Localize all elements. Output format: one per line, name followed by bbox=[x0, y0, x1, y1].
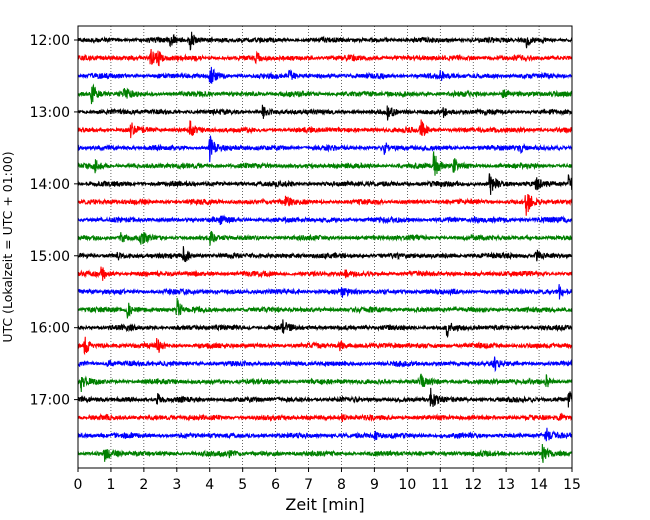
y-axis-label: UTC (Lokalzeit = UTC + 01:00) bbox=[0, 151, 15, 342]
trace-row bbox=[77, 119, 573, 139]
x-tick-label: 14 bbox=[530, 477, 548, 493]
y-tick-label: 14:00 bbox=[30, 177, 70, 193]
trace-row bbox=[77, 135, 573, 163]
trace-row bbox=[77, 427, 573, 442]
trace-rows bbox=[77, 31, 573, 463]
trace-row bbox=[77, 104, 573, 121]
y-tick-label: 17:00 bbox=[30, 393, 70, 409]
trace-row bbox=[77, 297, 573, 319]
trace-row bbox=[77, 83, 573, 105]
x-tick-label: 10 bbox=[398, 477, 416, 493]
y-tick-label: 13:00 bbox=[30, 105, 70, 121]
trace-row bbox=[77, 284, 573, 300]
x-tick-label: 13 bbox=[497, 477, 515, 493]
trace-row bbox=[77, 266, 573, 281]
trace-row bbox=[77, 230, 573, 246]
y-axis-ticks: 12:00 13:00 14:00 15:00 16:00 17:00 bbox=[30, 33, 78, 409]
trace-row bbox=[77, 151, 573, 176]
trace-row bbox=[77, 387, 573, 408]
trace-row bbox=[77, 194, 573, 216]
x-axis-ticks: 0 1 2 3 4 5 6 7 8 9 10 11 12 13 14 15 bbox=[74, 468, 581, 493]
trace-row bbox=[77, 356, 573, 373]
x-tick-label: 4 bbox=[205, 477, 214, 493]
x-tick-label: 7 bbox=[304, 477, 313, 493]
trace-row bbox=[77, 48, 573, 67]
x-tick-label: 3 bbox=[172, 477, 181, 493]
y-tick-label: 16:00 bbox=[30, 321, 70, 337]
y-tick-label: 12:00 bbox=[30, 33, 70, 49]
trace-row bbox=[77, 336, 573, 356]
plot-frame bbox=[77, 25, 573, 469]
x-tick-label: 9 bbox=[370, 477, 379, 493]
x-tick-label: 0 bbox=[74, 477, 83, 493]
x-axis-label: Zeit [min] bbox=[285, 495, 364, 514]
trace-row bbox=[77, 66, 573, 84]
trace-row bbox=[77, 373, 573, 393]
x-tick-label: 15 bbox=[563, 477, 581, 493]
x-tick-label: 2 bbox=[139, 477, 148, 493]
trace-row bbox=[77, 412, 573, 423]
x-tick-label: 8 bbox=[337, 477, 346, 493]
trace-row bbox=[77, 246, 573, 263]
trace-row bbox=[77, 173, 573, 195]
x-tick-label: 5 bbox=[238, 477, 247, 493]
trace-row bbox=[77, 444, 573, 463]
x-tick-label: 1 bbox=[106, 477, 115, 493]
trace-row bbox=[77, 319, 573, 339]
y-tick-label: 15:00 bbox=[30, 249, 70, 265]
x-tick-label: 11 bbox=[431, 477, 449, 493]
trace-row bbox=[77, 31, 573, 51]
x-tick-label: 6 bbox=[271, 477, 280, 493]
trace-row bbox=[77, 214, 573, 225]
x-tick-label: 12 bbox=[464, 477, 482, 493]
